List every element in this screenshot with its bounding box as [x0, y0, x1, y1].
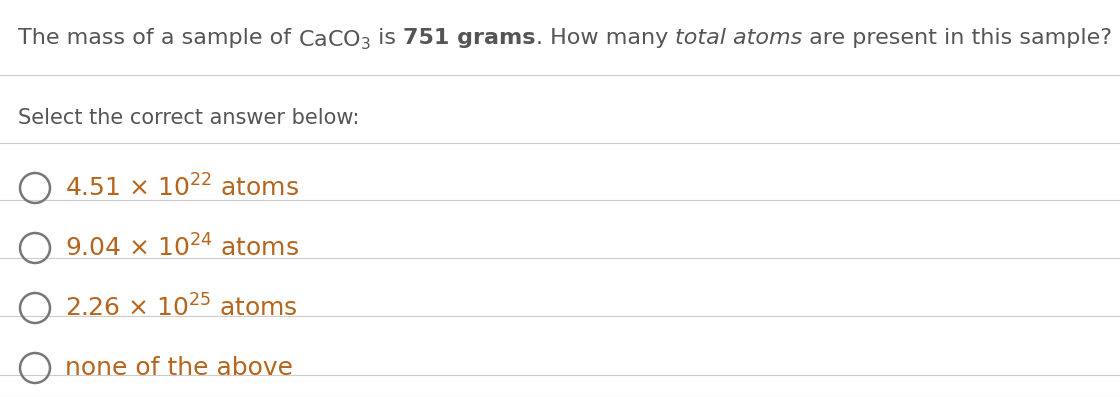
Text: 4.51 $\times$ 10$^{22}$ atoms: 4.51 $\times$ 10$^{22}$ atoms: [65, 174, 299, 202]
Text: . How many: . How many: [535, 28, 675, 48]
Text: none of the above: none of the above: [65, 356, 293, 380]
Text: are present in this sample?: are present in this sample?: [802, 28, 1112, 48]
Text: is: is: [371, 28, 403, 48]
Text: total atoms: total atoms: [675, 28, 802, 48]
Text: 751 grams: 751 grams: [403, 28, 535, 48]
Text: 2.26 $\times$ 10$^{25}$ atoms: 2.26 $\times$ 10$^{25}$ atoms: [65, 295, 298, 322]
Text: The mass of a sample of: The mass of a sample of: [18, 28, 298, 48]
Text: Select the correct answer below:: Select the correct answer below:: [18, 108, 360, 128]
Text: 9.04 $\times$ 10$^{24}$ atoms: 9.04 $\times$ 10$^{24}$ atoms: [65, 234, 299, 262]
Text: CaCO$_3$: CaCO$_3$: [298, 28, 371, 52]
